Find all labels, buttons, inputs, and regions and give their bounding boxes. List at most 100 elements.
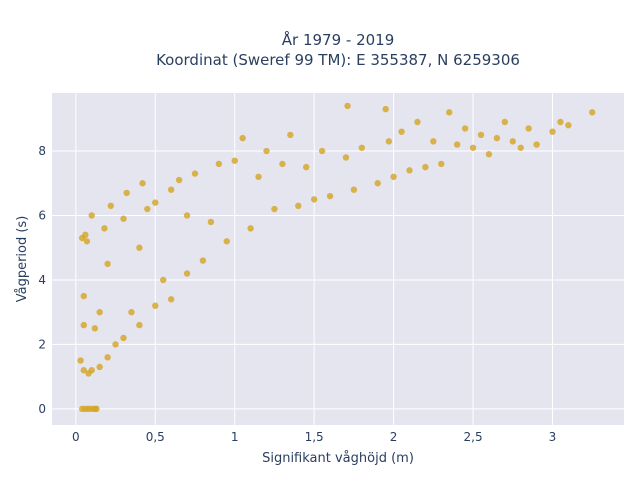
scatter-point bbox=[509, 138, 516, 145]
scatter-point bbox=[493, 134, 501, 142]
scatter-point bbox=[83, 238, 91, 245]
scatter-point bbox=[271, 205, 278, 213]
x-tick-label: 2,5 bbox=[464, 430, 483, 444]
scatter-point bbox=[469, 144, 477, 151]
scatter-point bbox=[93, 405, 100, 413]
scatter-point bbox=[279, 160, 286, 168]
y-tick-label: 4 bbox=[38, 273, 46, 287]
scatter-point bbox=[287, 131, 294, 139]
scatter-point bbox=[91, 325, 99, 332]
scatter-point bbox=[430, 138, 437, 145]
scatter-point bbox=[175, 176, 183, 184]
scatter-point bbox=[223, 238, 230, 245]
scatter-point bbox=[406, 167, 413, 174]
scatter-point bbox=[422, 163, 429, 171]
scatter-point bbox=[385, 138, 393, 145]
scatter-point bbox=[310, 196, 318, 203]
x-tick-label: 0 bbox=[72, 430, 80, 444]
scatter-point bbox=[136, 244, 143, 251]
scatter-point bbox=[120, 334, 127, 342]
scatter-point bbox=[120, 215, 127, 222]
scatter-point bbox=[80, 321, 87, 329]
scatter-point bbox=[104, 260, 111, 268]
scatter-point bbox=[77, 357, 84, 364]
y-tick-label: 0 bbox=[38, 402, 46, 416]
x-tick-label: 2 bbox=[390, 430, 398, 444]
scatter-point bbox=[144, 205, 151, 213]
x-tick-label: 1 bbox=[231, 430, 239, 444]
scatter-point bbox=[446, 109, 453, 116]
scatter-point bbox=[183, 212, 191, 219]
plot-background bbox=[52, 93, 624, 425]
scatter-point bbox=[438, 160, 445, 168]
scatter-point bbox=[263, 147, 270, 155]
scatter-point bbox=[533, 141, 540, 148]
scatter-point bbox=[501, 118, 509, 126]
scatter-point bbox=[517, 144, 524, 151]
scatter-point bbox=[167, 296, 175, 303]
y-tick-label: 2 bbox=[38, 337, 46, 351]
y-axis-title: Vågperiod (s) bbox=[15, 216, 30, 303]
scatter-point bbox=[390, 173, 397, 181]
scatter-point bbox=[485, 151, 493, 158]
scatter-point bbox=[342, 154, 350, 161]
scatter-point bbox=[207, 218, 215, 226]
scatter-point bbox=[80, 292, 87, 300]
y-tick-label: 8 bbox=[38, 144, 46, 158]
scatter-point bbox=[239, 134, 246, 142]
scatter-point bbox=[525, 125, 532, 132]
scatter-point bbox=[101, 225, 108, 232]
scatter-point bbox=[350, 186, 358, 193]
scatter-point bbox=[398, 128, 405, 135]
scatter-point bbox=[326, 192, 334, 200]
scatter-point bbox=[82, 231, 89, 239]
scatter-point bbox=[123, 189, 130, 197]
scatter-point bbox=[112, 341, 119, 348]
scatter-point bbox=[160, 276, 167, 284]
scatter-point bbox=[191, 170, 199, 177]
scatter-point bbox=[215, 160, 223, 168]
scatter-point bbox=[88, 367, 95, 374]
scatter-point bbox=[255, 173, 262, 181]
scatter-point bbox=[247, 225, 254, 232]
scatter-point bbox=[231, 157, 238, 164]
scatter-point bbox=[318, 147, 326, 155]
x-axis-title: Signifikant våghöjd (m) bbox=[262, 451, 414, 466]
scatter-point bbox=[136, 321, 143, 329]
scatter-point bbox=[199, 257, 207, 264]
y-tick-label: 6 bbox=[38, 208, 46, 222]
scatter-point bbox=[152, 302, 159, 309]
chart-title-line-2: Koordinat (Sweref 99 TM): E 355387, N 62… bbox=[156, 51, 520, 69]
scatter-point bbox=[374, 180, 381, 187]
scatter-point bbox=[128, 308, 135, 316]
x-tick-label: 0,5 bbox=[146, 430, 165, 444]
scatter-point bbox=[183, 270, 191, 277]
scatter-point bbox=[565, 122, 572, 129]
scatter-point bbox=[303, 163, 310, 171]
scatter-point bbox=[382, 105, 389, 113]
scatter-point bbox=[358, 144, 366, 151]
scatter-point bbox=[461, 125, 469, 132]
scatter-point bbox=[96, 363, 103, 371]
scatter-point bbox=[589, 109, 596, 116]
grid bbox=[52, 93, 624, 425]
x-tick-label: 1,5 bbox=[305, 430, 324, 444]
scatter-point bbox=[549, 128, 556, 135]
scatter-point bbox=[453, 141, 461, 148]
scatter-point bbox=[557, 118, 564, 126]
scatter-point bbox=[107, 202, 114, 210]
scatter-point bbox=[80, 367, 87, 374]
scatter-point bbox=[104, 354, 111, 361]
scatter-point bbox=[96, 308, 103, 316]
scatter-point bbox=[139, 180, 146, 187]
x-tick-label: 3 bbox=[549, 430, 557, 444]
scatter-point bbox=[167, 186, 175, 193]
scatter-point bbox=[344, 102, 351, 110]
scatter-point bbox=[414, 118, 421, 126]
scatter-point bbox=[152, 199, 159, 206]
scatter-point bbox=[477, 131, 485, 139]
tick-labels: 0 0,5 1 1,5 2 2,5 3 0 2 4 6 8 bbox=[38, 144, 556, 444]
scatter-point bbox=[88, 212, 95, 219]
